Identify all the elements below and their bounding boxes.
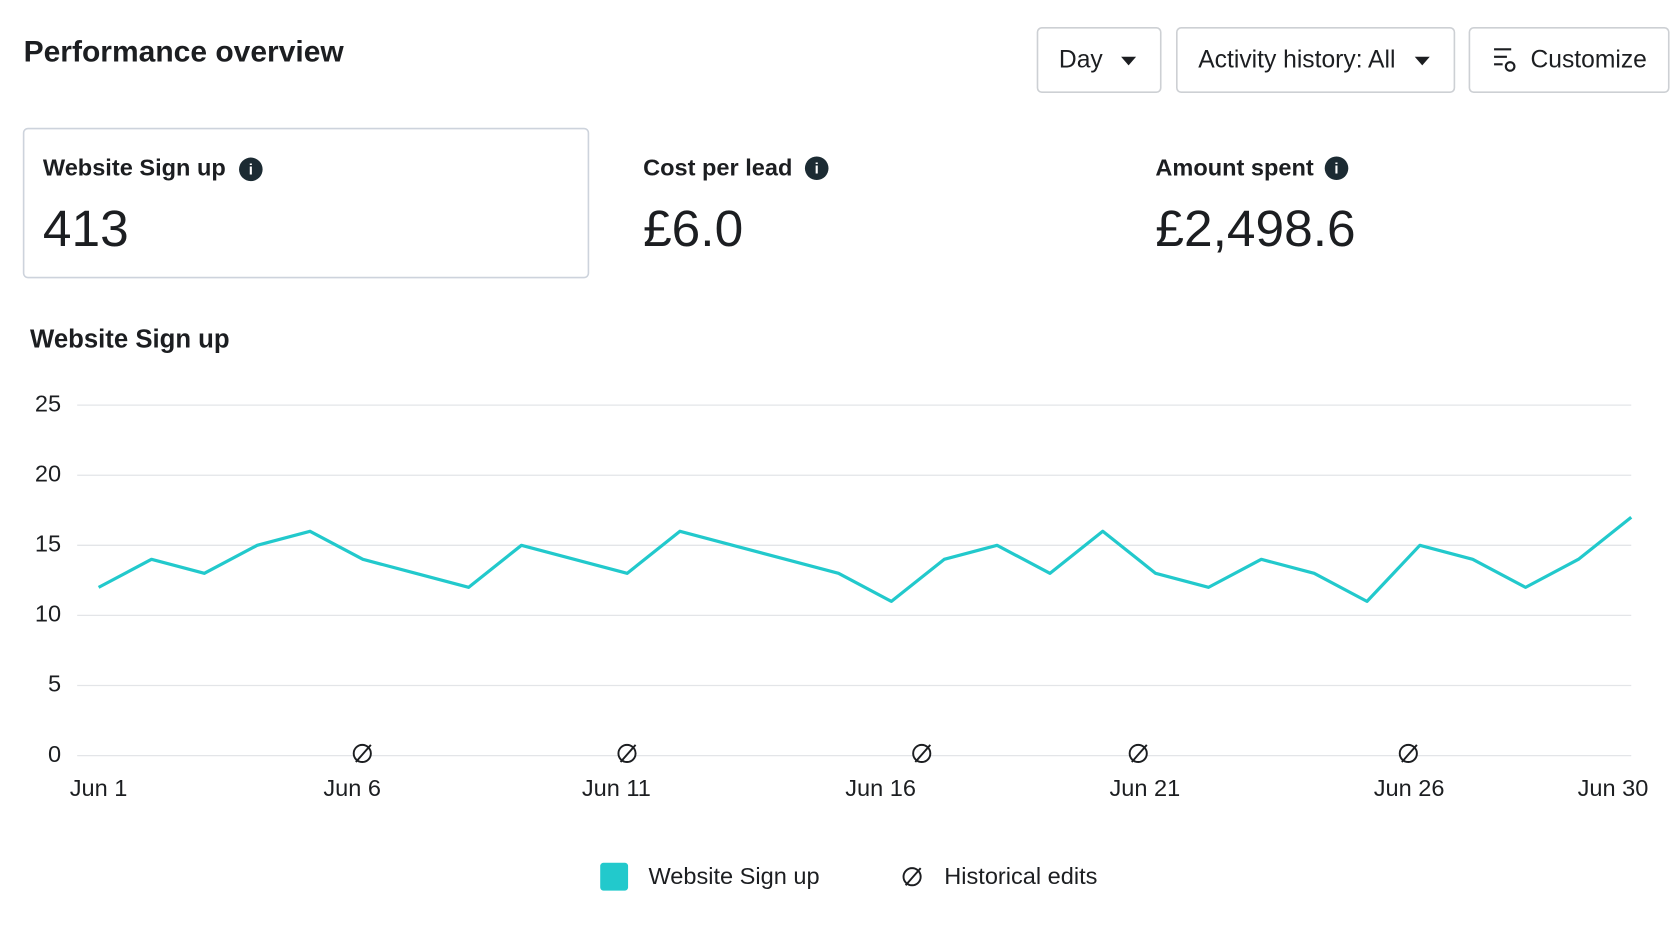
activity-dropdown[interactable]: Activity history: All: [1176, 27, 1456, 93]
info-glyph: i: [815, 160, 819, 177]
info-icon[interactable]: [1324, 156, 1349, 181]
y-tick-label: 15: [35, 531, 61, 557]
x-tick-label: Jun 11: [582, 775, 651, 801]
customize-button[interactable]: Customize: [1468, 27, 1670, 93]
day-dropdown[interactable]: Day: [1036, 27, 1162, 93]
button-label: Customize: [1530, 47, 1646, 74]
metric-card-selected[interactable]: [22, 127, 590, 279]
info-icon[interactable]: [239, 157, 263, 182]
x-tick-label: Jun 16: [845, 775, 916, 801]
x-tick-label: Jun 1: [70, 775, 128, 801]
data-line: [97, 516, 1633, 603]
metric: Cost per lead i £6.0: [643, 155, 829, 257]
page-title: Performance overview: [24, 36, 345, 69]
customize-icon: [1494, 48, 1516, 72]
historical-edit-icon[interactable]: [912, 743, 932, 763]
y-tick-label: 10: [35, 601, 61, 627]
legend: Website Sign up Historical edits: [600, 862, 1097, 891]
y-tick-label: 0: [48, 741, 61, 767]
button-label: Activity history: All: [1198, 47, 1395, 74]
plot-area: 0 5 10 15 20 25 Jun 1 Jun 6 Jun 11 Jun 16 Jun 21 Ju…: [35, 390, 1648, 801]
y-tick-label: 20: [35, 460, 61, 486]
x-tick-label: Jun 26: [1374, 775, 1445, 801]
dropdown-arrow: [1121, 56, 1137, 66]
metric: Amount spent i £2,498.6: [1155, 155, 1355, 258]
y-tick-label: 5: [48, 671, 61, 697]
historical-edit-icon[interactable]: [1128, 743, 1148, 763]
legend-swatch: [600, 862, 629, 891]
y-tick-label: 25: [35, 390, 61, 416]
info-glyph: i: [249, 161, 253, 178]
metric: Website Sign up i 413: [43, 155, 263, 257]
info-icon[interactable]: [804, 156, 829, 181]
historical-edit-icon[interactable]: [352, 743, 372, 763]
x-tick-label: Jun 21: [1110, 775, 1181, 801]
metric-label: Website Sign up: [43, 155, 226, 181]
metric-value: £6.0: [643, 199, 743, 257]
historical-edit-markers: [352, 743, 1418, 763]
metric-value: £2,498.6: [1155, 199, 1355, 257]
button-frame: [1036, 27, 1162, 93]
legend-label: Website Sign up: [648, 863, 819, 889]
info-glyph: i: [1334, 160, 1338, 177]
legend-icon: [902, 867, 922, 887]
metric-value: 413: [43, 199, 129, 257]
legend-label: Historical edits: [944, 863, 1097, 889]
historical-edit-icon[interactable]: [617, 743, 637, 763]
button-frame: [1468, 27, 1670, 93]
x-tick-label: Jun 30: [1578, 775, 1649, 801]
chart-title: Website Sign up: [30, 326, 230, 354]
dropdown-arrow: [1414, 56, 1430, 66]
metric-label: Amount spent: [1155, 155, 1314, 181]
historical-edit-icon[interactable]: [1398, 743, 1418, 763]
x-tick-label: Jun 6: [323, 775, 381, 801]
button-frame: [1176, 27, 1456, 93]
metric-label: Cost per lead: [643, 155, 792, 181]
button-label: Day: [1059, 47, 1103, 74]
